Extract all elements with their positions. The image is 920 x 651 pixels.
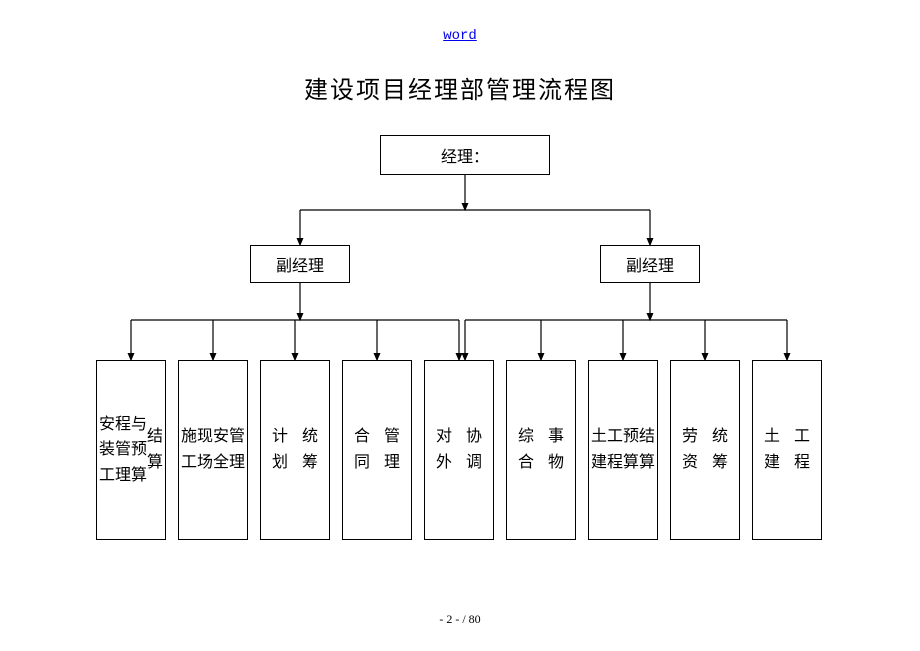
node-vp-left-label: 副经理: [276, 252, 324, 276]
leaf-civil-budget: 土建工程预算结算: [588, 360, 658, 540]
node-manager: 经理：: [380, 135, 550, 175]
leaf-line: 事物: [541, 424, 571, 475]
leaf-line: 预算: [623, 424, 639, 475]
leaf-line: 土建: [591, 424, 607, 475]
node-manager-label: 经理：: [441, 143, 489, 167]
leaf-line: 与预算: [131, 412, 147, 489]
page-title: 建设项目经理部管理流程图: [304, 70, 616, 105]
leaf-line: 统筹: [295, 424, 325, 475]
header-word-link[interactable]: word: [443, 28, 477, 44]
leaf-general-affairs: 综合事物: [506, 360, 576, 540]
leaf-line: 工程: [787, 424, 817, 475]
leaf-civil-eng: 土建工程: [752, 360, 822, 540]
node-vp-right-label: 副经理: [626, 252, 674, 276]
leaf-line: 综合: [511, 424, 541, 475]
leaf-line: 管理: [377, 424, 407, 475]
leaf-line: 程管理: [115, 412, 131, 489]
node-vp-right: 副经理: [600, 245, 700, 283]
leaf-external-coord: 对外协调: [424, 360, 494, 540]
leaf-line: 安装工: [99, 412, 115, 489]
leaf-labor-coord: 劳资统筹: [670, 360, 740, 540]
leaf-line: 安全: [213, 424, 229, 475]
leaf-line: 协调: [459, 424, 489, 475]
leaf-line: 土建: [757, 424, 787, 475]
leaf-line: 结算: [639, 424, 655, 475]
leaf-install-mgmt: 安装工程管理与预算结算: [96, 360, 166, 540]
leaf-line: 合同: [347, 424, 377, 475]
leaf-line: 现场: [197, 424, 213, 475]
leaf-line: 工程: [607, 424, 623, 475]
leaf-line: 统筹: [705, 424, 735, 475]
leaf-contract-mgmt: 合同管理: [342, 360, 412, 540]
leaf-line: 计划: [265, 424, 295, 475]
page-footer: - 2 - / 80: [439, 612, 480, 627]
leaf-line: 管理: [229, 424, 245, 475]
node-vp-left: 副经理: [250, 245, 350, 283]
leaf-line: 劳资: [675, 424, 705, 475]
leaf-line: 对外: [429, 424, 459, 475]
leaf-line: 施工: [181, 424, 197, 475]
leaf-planning: 计划统筹: [260, 360, 330, 540]
leaf-site-safety: 施工现场安全管理: [178, 360, 248, 540]
leaf-line: 结算: [147, 424, 163, 475]
